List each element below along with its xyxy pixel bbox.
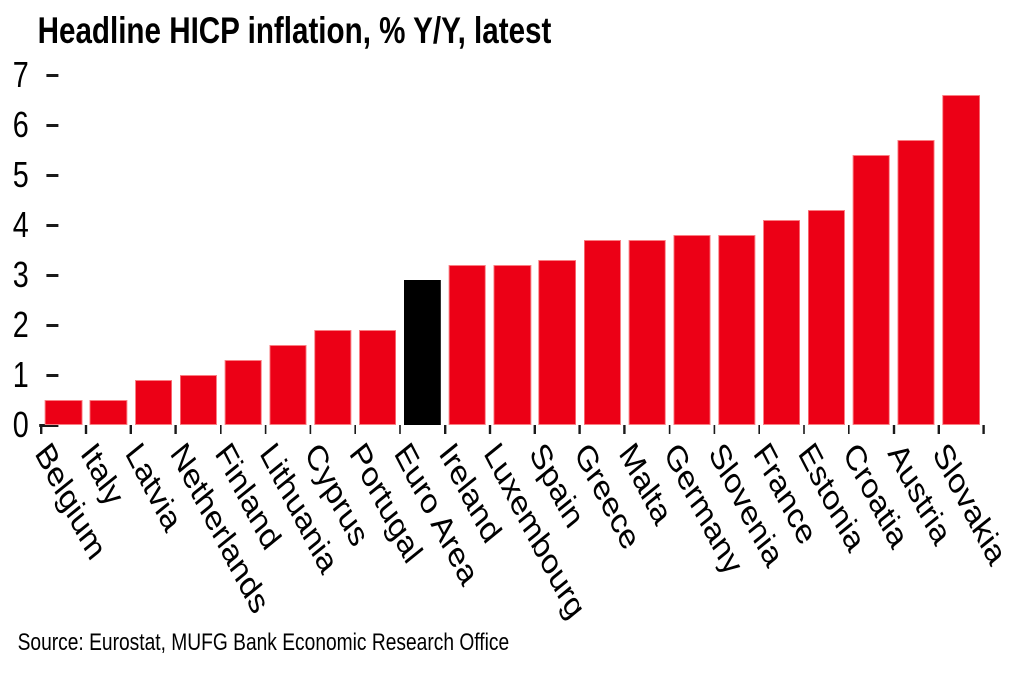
- bar-ireland: [448, 265, 486, 425]
- bar-lithuania: [269, 345, 307, 425]
- x-axis-tick: [668, 425, 671, 434]
- x-axis-tick: [444, 425, 447, 434]
- bar-austria: [897, 140, 935, 425]
- bar-portugal: [359, 330, 397, 425]
- y-axis-tick-label: 4: [12, 204, 29, 245]
- y-axis-tick: [46, 273, 59, 277]
- bar-croatia: [852, 155, 890, 425]
- bar-euro-area: [404, 280, 442, 425]
- bar-netherlands: [179, 375, 217, 425]
- x-axis-tick: [174, 425, 177, 434]
- y-axis-tick-label: 6: [12, 104, 29, 145]
- bar-greece: [583, 240, 621, 425]
- y-axis-tick-label: 1: [12, 354, 29, 395]
- bar-latvia: [134, 380, 172, 425]
- x-axis-tick: [937, 425, 940, 434]
- x-axis-tick: [982, 425, 985, 434]
- bar-luxembourg: [493, 265, 531, 425]
- source-note: Source: Eurostat, MUFG Bank Economic Res…: [17, 629, 510, 656]
- x-axis-tick: [129, 425, 132, 434]
- y-axis-tick-label: 0: [12, 404, 29, 445]
- bar-slovakia: [942, 95, 980, 425]
- x-axis-tick: [803, 425, 806, 434]
- x-axis-tick: [578, 425, 581, 434]
- y-axis-tick-label: 7: [12, 54, 29, 95]
- bar-italy: [89, 400, 127, 425]
- y-axis-tick-label: 5: [12, 154, 29, 195]
- y-axis-tick: [46, 223, 59, 227]
- y-axis-tick: [46, 373, 59, 377]
- x-axis-tick: [488, 425, 491, 434]
- x-axis-tick: [758, 425, 761, 434]
- x-axis-tick: [892, 425, 895, 434]
- x-axis-tick: [533, 425, 536, 434]
- y-axis-tick: [46, 123, 59, 127]
- x-axis-tick: [40, 425, 43, 434]
- y-axis-tick: [46, 73, 59, 77]
- x-axis-tick: [219, 425, 222, 434]
- bar-france: [763, 220, 801, 425]
- x-axis-tick: [84, 425, 88, 434]
- bar-cyprus: [314, 330, 352, 425]
- bar-finland: [224, 360, 262, 425]
- x-axis-tick: [309, 425, 312, 434]
- x-axis-tick: [623, 425, 626, 434]
- x-axis-tick: [354, 425, 357, 434]
- x-axis-tick: [847, 425, 850, 434]
- bar-malta: [628, 240, 666, 425]
- y-axis-tick: [46, 173, 59, 177]
- y-axis-tick: [46, 323, 59, 327]
- y-axis-tick-label: 3: [12, 254, 29, 295]
- bar-slovenia: [718, 235, 756, 425]
- y-axis-tick: [39, 423, 59, 427]
- bar-belgium: [45, 400, 83, 425]
- y-axis-tick-label: 2: [12, 304, 29, 345]
- chart-title: Headline HICP inflation, % Y/Y, latest: [37, 10, 552, 51]
- bar-germany: [673, 235, 711, 425]
- x-axis-tick: [713, 425, 716, 434]
- bar-estonia: [808, 210, 846, 425]
- bar-spain: [538, 260, 576, 425]
- x-axis-tick: [264, 425, 267, 434]
- x-axis-tick: [399, 425, 402, 434]
